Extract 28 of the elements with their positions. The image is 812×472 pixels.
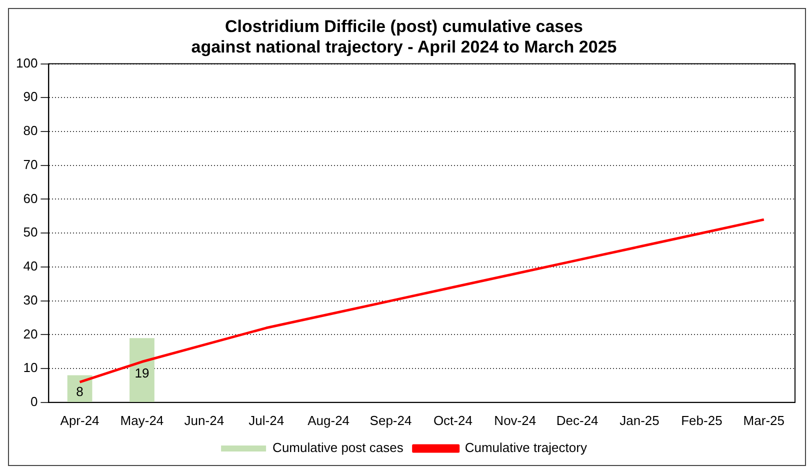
y-tick-label: 20 bbox=[23, 326, 38, 342]
y-tick-label: 80 bbox=[23, 123, 38, 138]
x-tick-label: Jun-24 bbox=[184, 412, 224, 428]
y-tick-label: 30 bbox=[23, 292, 38, 308]
x-tick-label: Aug-24 bbox=[308, 412, 350, 428]
chart-title: Clostridium Difficile (post) cumulative cases against national trajectory - April 2024 to March 2025 bbox=[191, 16, 617, 56]
x-tick-label: Jan-25 bbox=[620, 412, 660, 428]
x-tick-label: Sep-24 bbox=[370, 412, 412, 428]
data-label: 19 bbox=[134, 366, 150, 381]
y-tick-label: 90 bbox=[23, 89, 38, 104]
legend-label: Cumulative post cases bbox=[272, 440, 404, 456]
y-tick-label: 0 bbox=[30, 394, 38, 409]
x-tick-label: May-24 bbox=[120, 412, 164, 428]
y-tick-label: 40 bbox=[23, 258, 38, 274]
y-tick-label: 50 bbox=[23, 224, 38, 240]
x-tick-label: Mar-25 bbox=[743, 412, 784, 428]
y-tick-label: 100 bbox=[16, 55, 38, 70]
data-label: 8 bbox=[76, 384, 84, 400]
legend-label: Cumulative trajectory bbox=[464, 440, 588, 456]
x-tick-label: Apr-24 bbox=[60, 412, 100, 428]
x-tick-label: Nov-24 bbox=[494, 412, 536, 428]
y-tick-label: 10 bbox=[23, 360, 38, 376]
y-tick-label: 60 bbox=[23, 190, 38, 206]
x-tick-label: Jul-24 bbox=[248, 412, 284, 428]
x-tick-label: Feb-25 bbox=[681, 412, 722, 428]
y-tick-label: 70 bbox=[23, 156, 38, 172]
x-tick-label: Dec-24 bbox=[556, 412, 598, 428]
x-tick-label: Oct-24 bbox=[433, 412, 472, 428]
